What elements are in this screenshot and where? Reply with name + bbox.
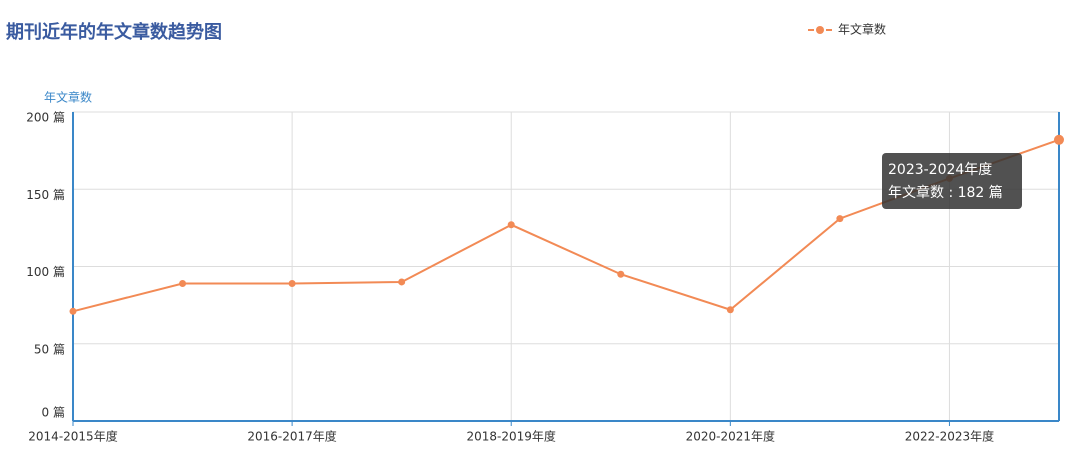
x-tick-label: 2014-2015年度 <box>28 429 117 444</box>
x-tick-label: 2016-2017年度 <box>247 429 336 444</box>
data-point <box>179 279 187 287</box>
tooltip-text: 年文章数 : 182 篇 <box>888 184 1003 201</box>
x-tick-label: 2018-2019年度 <box>467 429 556 444</box>
x-tick-label: 2020-2021年度 <box>686 429 775 444</box>
y-tick-label: 100 篇 <box>26 264 65 279</box>
data-point <box>836 215 844 223</box>
x-tick-label: 2022-2023年度 <box>905 429 994 444</box>
y-tick-label: 200 篇 <box>26 110 65 125</box>
y-tick-label: 150 篇 <box>26 187 65 202</box>
y-tick-label: 0 篇 <box>42 405 65 420</box>
data-point <box>507 221 515 229</box>
data-point <box>288 279 296 287</box>
y-axis-name: 年文章数 <box>44 90 92 105</box>
data-point <box>69 307 77 315</box>
data-point <box>1054 134 1064 145</box>
tooltip-title: 2023-2024年度 <box>888 162 992 178</box>
data-point <box>398 278 406 286</box>
data-point <box>617 270 625 278</box>
chart-title: 期刊近年的年文章数趋势图 <box>6 21 222 43</box>
y-tick-label: 50 篇 <box>34 341 65 356</box>
tooltip <box>882 153 1022 209</box>
legend-label: 年文章数 <box>838 22 886 37</box>
data-point <box>726 306 734 314</box>
legend-marker <box>816 26 824 34</box>
